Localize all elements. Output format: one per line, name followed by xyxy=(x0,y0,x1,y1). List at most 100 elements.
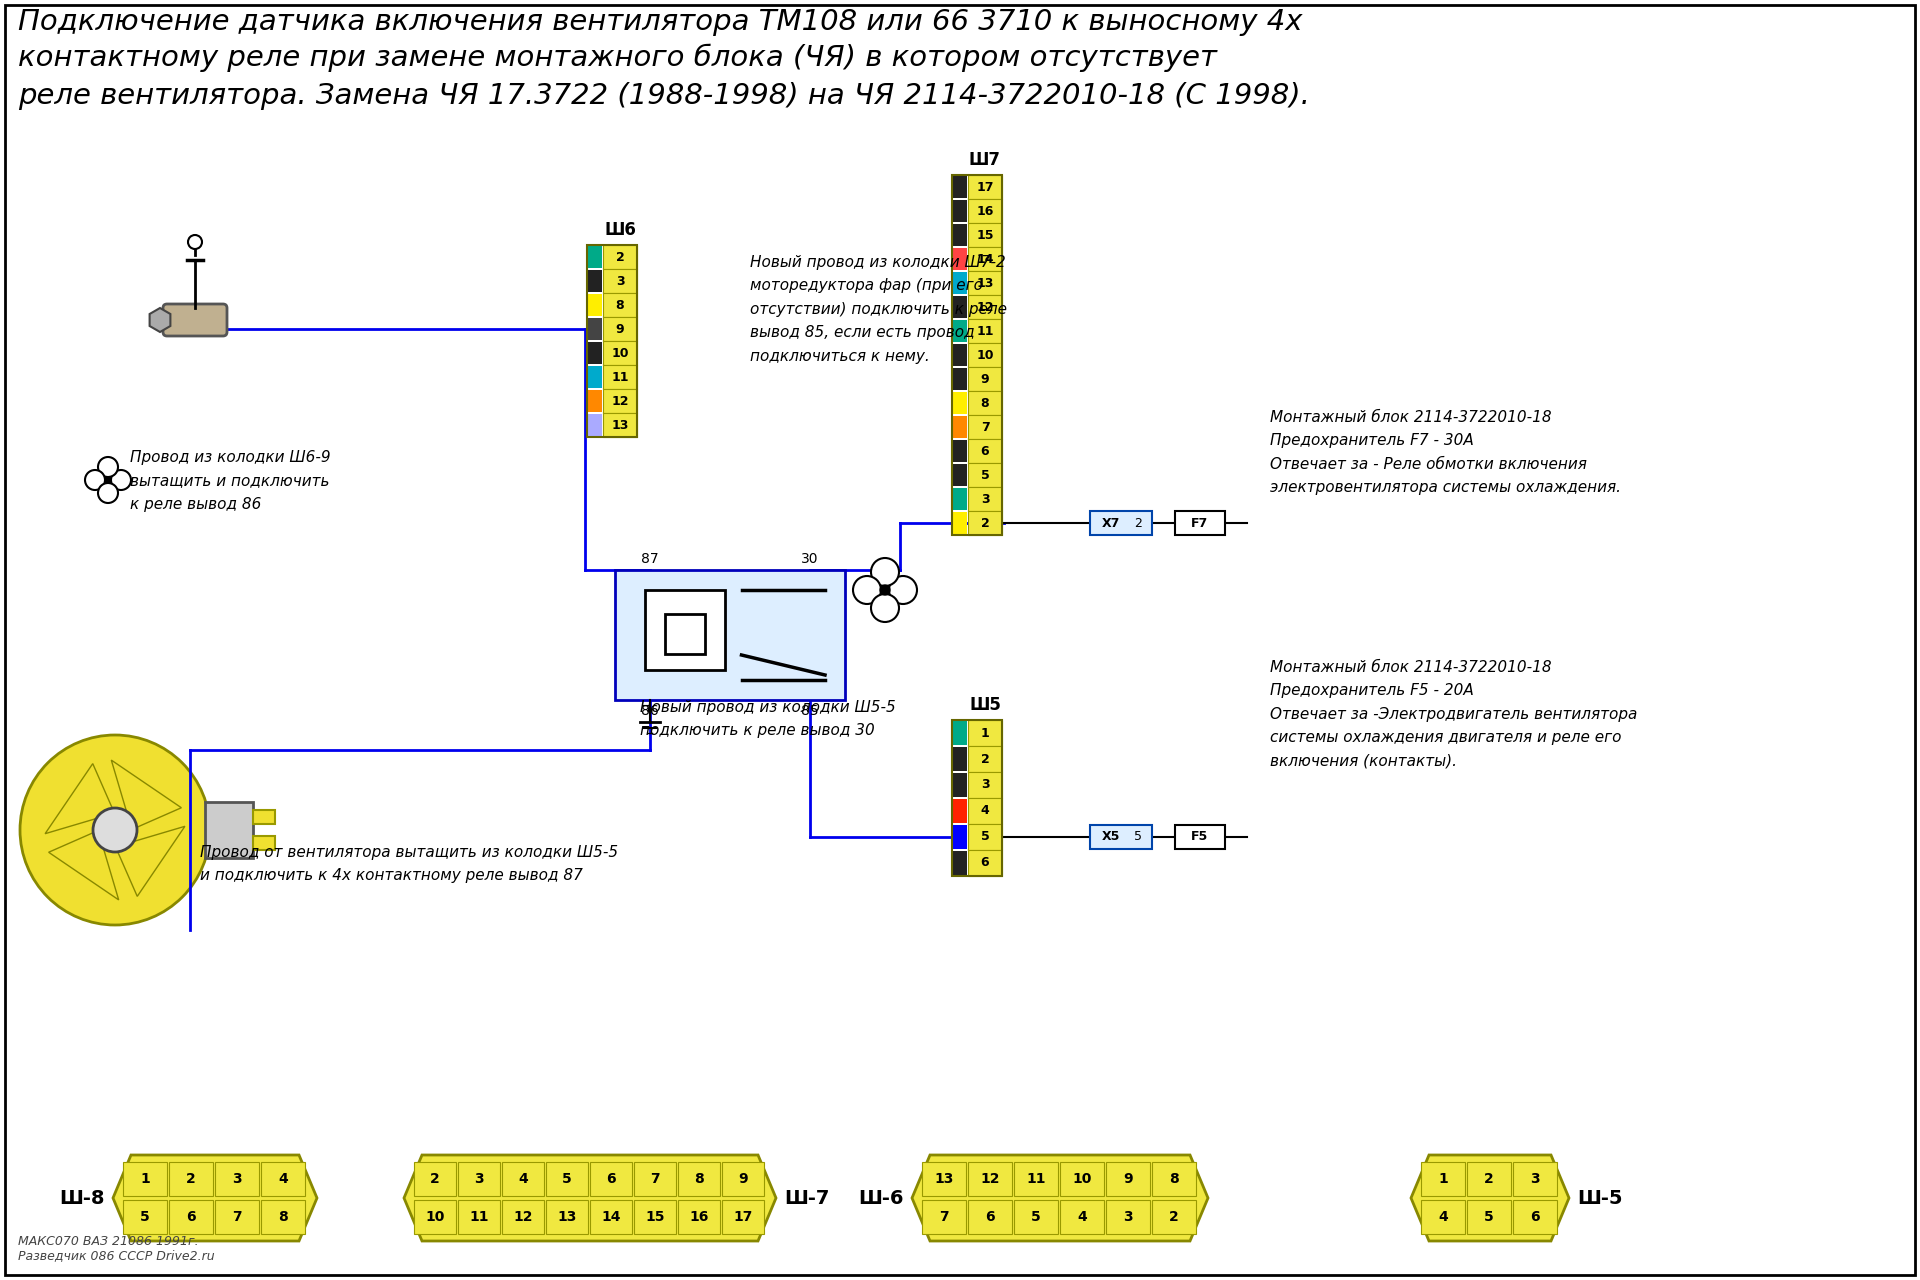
Bar xyxy=(968,486,1002,511)
Text: 3: 3 xyxy=(616,274,624,288)
Bar xyxy=(589,1162,632,1196)
Text: 2: 2 xyxy=(430,1172,440,1187)
Text: 5: 5 xyxy=(981,468,989,481)
Bar xyxy=(952,799,968,823)
Text: 5: 5 xyxy=(563,1172,572,1187)
Text: 4: 4 xyxy=(278,1172,288,1187)
Text: 8: 8 xyxy=(1169,1172,1179,1187)
Text: 2: 2 xyxy=(981,517,989,530)
Bar xyxy=(952,748,968,771)
Circle shape xyxy=(98,457,117,477)
Bar xyxy=(952,248,968,270)
Bar xyxy=(1091,511,1152,535)
Bar xyxy=(1175,826,1225,849)
Bar xyxy=(1014,1162,1058,1196)
Bar xyxy=(634,1162,676,1196)
Text: 8: 8 xyxy=(695,1172,705,1187)
Text: Ш-5: Ш-5 xyxy=(1576,1189,1622,1207)
Text: 4: 4 xyxy=(1438,1210,1448,1224)
Text: 2: 2 xyxy=(1135,517,1142,530)
Bar xyxy=(664,614,705,654)
Text: 2: 2 xyxy=(981,753,989,765)
Text: 86: 86 xyxy=(641,704,659,718)
Text: 11: 11 xyxy=(975,325,995,338)
Text: X7: X7 xyxy=(1102,517,1121,530)
Polygon shape xyxy=(150,308,171,332)
Bar xyxy=(588,342,603,364)
Bar xyxy=(545,1162,588,1196)
Text: 13: 13 xyxy=(935,1172,954,1187)
Bar xyxy=(603,293,637,317)
Bar xyxy=(253,836,275,850)
Text: Провод из колодки Ш6-9
вытащить и подключить
к реле вывод 86: Провод из колодки Ш6-9 вытащить и подклю… xyxy=(131,451,330,512)
Polygon shape xyxy=(113,1155,317,1242)
Bar xyxy=(123,1162,167,1196)
Bar xyxy=(614,570,845,700)
Text: 87: 87 xyxy=(641,552,659,566)
Circle shape xyxy=(104,476,111,484)
Bar xyxy=(603,389,637,413)
Text: 11: 11 xyxy=(611,370,628,384)
Polygon shape xyxy=(1411,1155,1569,1242)
Text: 85: 85 xyxy=(801,704,818,718)
Text: Монтажный блок 2114-3722010-18
Предохранитель F7 - 30А
Отвечает за - Реле обмотк: Монтажный блок 2114-3722010-18 Предохран… xyxy=(1269,410,1620,495)
Text: 9: 9 xyxy=(1123,1172,1133,1187)
Text: 6: 6 xyxy=(981,856,989,869)
Polygon shape xyxy=(48,833,119,900)
Bar xyxy=(1467,1201,1511,1234)
Text: 10: 10 xyxy=(426,1210,445,1224)
Circle shape xyxy=(111,470,131,490)
Text: реле вентилятора. Замена ЧЯ 17.3722 (1988-1998) на ЧЯ 2114-3722010-18 (С 1998).: реле вентилятора. Замена ЧЯ 17.3722 (198… xyxy=(17,82,1309,110)
Text: 14: 14 xyxy=(975,252,995,265)
Bar xyxy=(1421,1201,1465,1234)
Text: 4: 4 xyxy=(981,805,989,818)
Bar xyxy=(603,340,637,365)
Bar xyxy=(205,803,253,858)
Circle shape xyxy=(889,576,918,604)
Bar xyxy=(952,177,968,198)
Text: Монтажный блок 2114-3722010-18
Предохранитель F5 - 20А
Отвечает за -Электродвига: Монтажный блок 2114-3722010-18 Предохран… xyxy=(1269,660,1638,768)
Bar xyxy=(415,1201,457,1234)
Bar xyxy=(968,439,1002,463)
Bar xyxy=(501,1162,543,1196)
Bar xyxy=(1106,1162,1150,1196)
Bar xyxy=(1513,1201,1557,1234)
Text: F5: F5 xyxy=(1192,831,1208,844)
Text: Новый провод из колодки Ш5-5
подключить к реле вывод 30: Новый провод из колодки Ш5-5 подключить … xyxy=(639,700,897,739)
Bar xyxy=(603,244,637,269)
Polygon shape xyxy=(912,1155,1208,1242)
Text: 4: 4 xyxy=(1077,1210,1087,1224)
Text: 7: 7 xyxy=(981,421,989,434)
Bar xyxy=(952,175,1002,535)
Circle shape xyxy=(879,585,891,595)
Text: 4: 4 xyxy=(518,1172,528,1187)
Bar xyxy=(123,1201,167,1234)
Bar xyxy=(588,244,637,436)
Bar xyxy=(968,746,1002,772)
Text: 8: 8 xyxy=(981,397,989,410)
Text: 5: 5 xyxy=(1484,1210,1494,1224)
Text: 10: 10 xyxy=(1071,1172,1092,1187)
Bar xyxy=(952,320,968,342)
Bar xyxy=(952,369,968,390)
Bar xyxy=(968,511,1002,535)
Text: 17: 17 xyxy=(733,1210,753,1224)
Bar xyxy=(968,343,1002,367)
Bar xyxy=(603,413,637,436)
Bar xyxy=(952,344,968,366)
Bar xyxy=(968,271,1002,294)
Bar xyxy=(588,390,603,412)
Bar xyxy=(968,850,1002,876)
Text: 2: 2 xyxy=(616,251,624,264)
Bar xyxy=(1060,1162,1104,1196)
Bar xyxy=(968,463,1002,486)
Text: 3: 3 xyxy=(1123,1210,1133,1224)
Text: 13: 13 xyxy=(611,419,628,431)
Bar xyxy=(261,1162,305,1196)
Circle shape xyxy=(98,483,117,503)
Text: Новый провод из колодки Ш7-2
моторедуктора фар (при его
отсутствии) подключить к: Новый провод из колодки Ш7-2 моторедукто… xyxy=(751,255,1006,364)
Text: 11: 11 xyxy=(1027,1172,1046,1187)
Bar xyxy=(952,719,1002,876)
Text: 6: 6 xyxy=(981,444,989,457)
Text: 14: 14 xyxy=(601,1210,620,1224)
